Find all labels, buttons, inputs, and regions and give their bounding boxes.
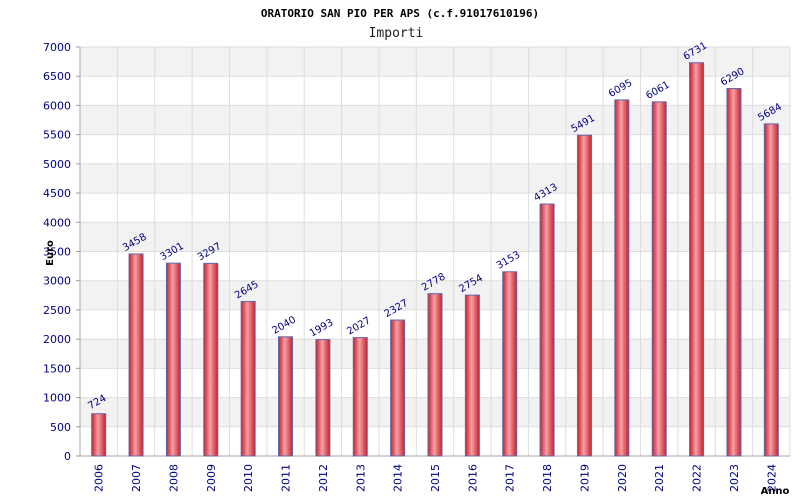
x-tick-label: 2009 (205, 464, 218, 492)
bar (352, 337, 368, 457)
y-tick-label: 3500 (43, 246, 71, 259)
x-tick-label: 2021 (653, 464, 666, 492)
grid-band (80, 222, 790, 252)
x-tick-label: 2007 (130, 464, 143, 492)
bar (278, 336, 294, 457)
y-tick-label: 2000 (43, 333, 71, 346)
x-tick-label: 2017 (504, 464, 517, 492)
bar (651, 101, 667, 457)
x-ticks-group: 2006 2007 2008 2009 2010 2011 2012 2013 2014 2015… (93, 464, 779, 492)
y-axis-label: Euro (45, 240, 56, 266)
x-tick-label: 2006 (93, 464, 106, 492)
y-ticks-group: 0 500 1000 1500 2000 2500 3000 3500 4000 4500 5000… (43, 41, 71, 463)
x-tick-label: 2010 (242, 464, 255, 492)
x-axis-label: Anno (761, 486, 790, 497)
bars-group (91, 62, 779, 457)
bar (165, 262, 181, 457)
y-tick-label: 4000 (43, 216, 71, 229)
chart-title: ORATORIO SAN PIO PER APS (c.f.9101761019… (261, 7, 539, 20)
x-tick-label: 2011 (280, 464, 293, 492)
bar (726, 87, 742, 457)
x-tick-label: 2020 (616, 464, 629, 492)
y-tick-label: 7000 (43, 41, 71, 54)
y-tick-label: 5500 (43, 129, 71, 142)
grid-band (80, 193, 790, 223)
y-tick-label: 5000 (43, 158, 71, 171)
y-tick-label: 2500 (43, 304, 71, 317)
grid-band (80, 134, 790, 164)
bar (689, 62, 705, 457)
x-tick-label: 2019 (578, 464, 591, 492)
bar (91, 413, 107, 457)
y-tick-label: 4500 (43, 187, 71, 200)
x-tick-label: 2018 (541, 464, 554, 492)
y-tick-label: 1000 (43, 392, 71, 405)
bar (464, 294, 480, 457)
bar (614, 99, 630, 457)
grid-band (80, 105, 790, 135)
bar (390, 319, 406, 457)
bar (128, 253, 144, 457)
x-tick-label: 2023 (728, 464, 741, 492)
bar (203, 262, 219, 457)
y-tick-label: 500 (50, 421, 71, 434)
y-tick-label: 0 (64, 450, 71, 463)
grid-band (80, 163, 790, 194)
x-tick-label: 2013 (354, 464, 367, 492)
bar (502, 271, 518, 457)
bar (315, 339, 331, 457)
grid-band (80, 251, 790, 281)
y-tick-label: 6500 (43, 70, 71, 83)
x-tick-label: 2015 (429, 464, 442, 492)
x-tick-label: 2016 (466, 464, 479, 492)
y-tick-label: 3000 (43, 275, 71, 288)
x-tick-label: 2012 (317, 464, 330, 492)
bar (576, 134, 592, 457)
bar (427, 293, 443, 457)
x-tick-label: 2008 (167, 464, 180, 492)
chart-subtitle: Importi (369, 26, 424, 41)
x-tick-label: 2014 (392, 464, 405, 492)
grid-band (80, 47, 790, 77)
bar (539, 203, 555, 457)
x-tick-label: 2022 (691, 464, 704, 492)
x-tick-label: 2024 (765, 464, 778, 492)
y-tick-label: 6000 (43, 99, 71, 112)
bar (763, 123, 779, 457)
grid-band (80, 76, 790, 106)
y-tick-label: 1500 (43, 362, 71, 375)
bar (240, 300, 256, 457)
